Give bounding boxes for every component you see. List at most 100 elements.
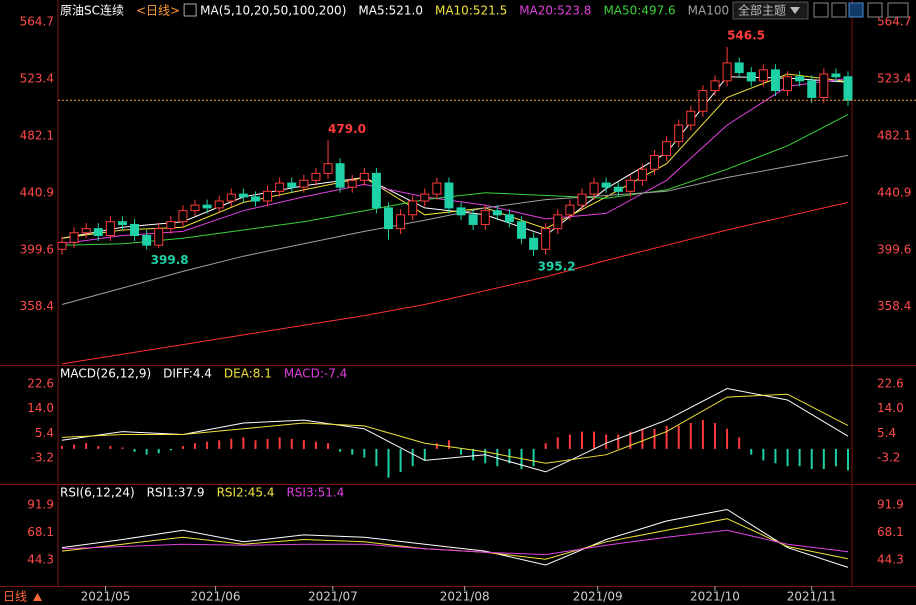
tool-icon[interactable]: [887, 2, 909, 18]
candle-body: [359, 172, 369, 181]
candle-body: [178, 210, 188, 223]
indicator-label: MA(5,10,20,50,100,200): [200, 4, 346, 18]
candle-body: [238, 193, 248, 198]
indicator-line: [61, 201, 849, 365]
candle-body: [226, 193, 236, 202]
tool-icon[interactable]: [867, 2, 883, 18]
candle-body: [698, 90, 708, 112]
y-tick-label-right: 44.3: [877, 553, 904, 567]
extreme-label: 399.8: [151, 253, 189, 267]
candle-body: [686, 110, 696, 126]
candle-body: [444, 182, 454, 209]
legend-entry: RSI1:37.9: [147, 486, 205, 500]
candle-body: [625, 179, 635, 192]
candle-body: [383, 207, 393, 230]
y-tick-label: 523.4: [20, 71, 54, 85]
candle-body: [504, 214, 514, 223]
legend-entry: MA100: [688, 4, 729, 18]
dropdown-icon: [790, 7, 800, 14]
y-tick-label: 22.6: [27, 376, 54, 390]
indicator-line: [61, 114, 849, 246]
candle-body: [408, 200, 418, 216]
candle-body: [190, 204, 200, 212]
legend-entry: MA20:523.8: [519, 4, 591, 18]
candle-body: [783, 76, 793, 92]
y-tick-label: 14.0: [27, 401, 54, 415]
candle-body: [202, 204, 212, 209]
candle-body: [250, 196, 260, 202]
plot-layer: 358.4 358.4 399.6 399.6 440.9 440.9 482.1 482.1…: [20, 3, 916, 604]
y-tick-label-right: 523.4: [877, 71, 911, 85]
extreme-label: 479.0: [328, 122, 366, 136]
candle-body: [637, 168, 647, 181]
indicator-line: [61, 77, 849, 245]
candle-body: [154, 228, 164, 246]
candle-body: [311, 172, 321, 181]
extreme-label: 546.5: [727, 29, 765, 43]
candle-body: [758, 69, 768, 82]
indicator-icon: [183, 3, 197, 17]
y-tick-label-right: 358.4: [877, 299, 911, 313]
candle-body: [263, 190, 273, 202]
y-tick-label-right: 5.4: [877, 426, 896, 440]
candle-body: [650, 154, 660, 170]
tool-icon[interactable]: [831, 2, 847, 18]
candle-body: [335, 163, 345, 188]
y-tick-label-right: 564.7: [877, 14, 911, 28]
x-tick-label: 2021/08: [440, 590, 490, 604]
candle-body: [577, 193, 587, 206]
candle-body: [807, 80, 817, 98]
candle-body: [529, 237, 539, 250]
indicator-line: [61, 529, 849, 556]
y-tick-label-right: 14.0: [877, 401, 904, 415]
candle-body: [166, 221, 176, 230]
candle-body: [517, 221, 527, 239]
candle-body: [432, 182, 442, 195]
legend-entry: RSI3:51.4: [286, 486, 344, 500]
x-tick-label: 2021/09: [573, 590, 623, 604]
indicator-line: [61, 154, 849, 305]
candle-body: [117, 221, 127, 225]
candle-body: [831, 73, 841, 78]
candle-body: [565, 204, 575, 216]
theme-button-label: 全部主题: [738, 3, 786, 18]
legend-entry: RSI2:45.4: [217, 486, 275, 500]
candle-body: [613, 186, 623, 192]
chart-title: MACD(26,12,9): [60, 367, 151, 381]
toolbar: 全部主题: [732, 1, 909, 20]
y-tick-label: -3.2: [31, 451, 54, 465]
legend-entry: MA10:521.5: [435, 4, 507, 18]
tool-icon[interactable]: [848, 2, 864, 18]
tab-arrow: [33, 593, 42, 601]
candle-body: [371, 172, 381, 209]
y-tick-label: 44.3: [27, 553, 54, 567]
candle-body: [722, 62, 732, 82]
candle-body: [601, 182, 611, 188]
candle-body: [214, 200, 224, 209]
theme-button[interactable]: [732, 1, 809, 20]
candle-body: [287, 182, 297, 188]
y-tick-label-right: 482.1: [877, 128, 911, 142]
y-tick-label-right: 22.6: [877, 376, 904, 390]
legend-entry: DEA:8.1: [224, 367, 272, 381]
indicator-line: [61, 393, 849, 464]
y-tick-label: 399.6: [20, 242, 54, 256]
extreme-label: 395.2: [538, 259, 576, 273]
y-tick-label: 564.7: [20, 14, 54, 28]
legend-entry: MA5:521.0: [358, 4, 423, 18]
candle-body: [456, 207, 466, 216]
candle-body: [710, 80, 720, 92]
period-tab[interactable]: 日线: [3, 590, 27, 604]
candle-body: [275, 182, 285, 192]
y-tick-label-right: -3.2: [877, 451, 900, 465]
tool-icon[interactable]: [813, 2, 829, 18]
candle-body: [93, 228, 103, 237]
candle-body: [770, 69, 780, 92]
legend-entry: MA50:497.6: [603, 4, 675, 18]
candle-body: [541, 228, 551, 250]
candle-body: [323, 163, 333, 174]
x-tick-label: 2021/11: [787, 590, 837, 604]
candle-body: [396, 214, 406, 230]
